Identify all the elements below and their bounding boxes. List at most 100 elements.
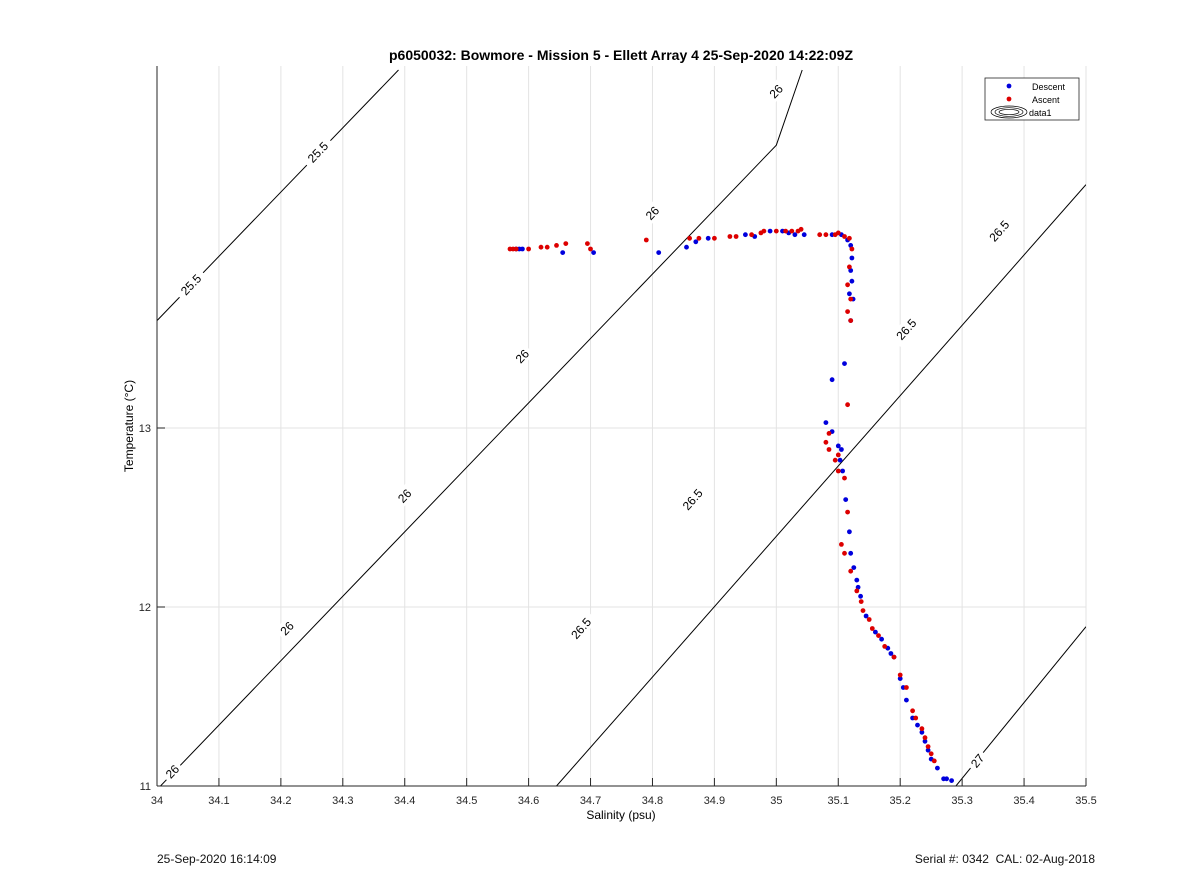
descent-point — [705, 235, 711, 241]
ascent-point — [842, 475, 847, 481]
ascent-point — [869, 626, 875, 631]
descent-point — [848, 550, 854, 556]
footer-timestamp: 25-Sep-2020 16:14:09 — [157, 852, 277, 866]
ascent-point — [897, 672, 903, 678]
legend-contour-icon — [998, 108, 1020, 116]
ascent-point — [554, 243, 559, 248]
ascent-point — [733, 234, 739, 239]
contour-label-26: 26 — [274, 615, 300, 641]
descent-point — [919, 729, 925, 735]
legend-contour-icon — [990, 105, 1028, 119]
contour-label-25-5: 25.5 — [173, 267, 208, 302]
ascent-point — [526, 246, 531, 252]
ascent-point — [876, 633, 881, 638]
contour-label-27: 27 — [965, 748, 990, 774]
legend-item-data1: data1 — [990, 105, 1052, 119]
descent-point — [848, 268, 854, 273]
contour-label-26-5: 26.5 — [563, 610, 598, 646]
ascent-point — [826, 447, 832, 452]
x-tick-label: 34.4 — [394, 795, 415, 807]
ascent-point — [848, 568, 854, 574]
ascent-point — [845, 309, 850, 314]
ascent-point — [783, 228, 788, 234]
ascent-point — [823, 439, 829, 445]
descent-point — [842, 361, 847, 366]
x-tick-label: 34.8 — [642, 795, 663, 807]
legend-item-ascent: Ascent — [1006, 95, 1060, 105]
ascent-point — [687, 235, 692, 241]
ascent-point — [513, 246, 519, 252]
ascent-point — [817, 232, 823, 238]
descent-point — [925, 747, 931, 753]
ascent-point — [538, 244, 544, 250]
descent-point — [835, 443, 841, 449]
contour-label-26-5: 26.5 — [675, 481, 710, 517]
descent-point — [873, 629, 878, 635]
x-tick-label: 34.6 — [518, 795, 539, 807]
ascent-point — [849, 246, 855, 252]
descent-point — [767, 228, 773, 234]
x-tick-label: 35.2 — [889, 795, 910, 807]
ascent-point — [832, 457, 838, 463]
x-axis-label: Salinity (psu) — [586, 808, 655, 822]
legend: Descent Ascent data1 — [984, 77, 1080, 121]
ascent-point — [922, 735, 928, 741]
contour-label-26-5: 26.5 — [889, 311, 923, 347]
grid-lines — [157, 66, 1087, 786]
ascent-point — [585, 241, 590, 247]
ascent-point — [931, 758, 937, 764]
descent-point — [879, 636, 884, 642]
ascent-point — [798, 226, 804, 232]
ascent-point — [842, 234, 847, 239]
descent-point — [847, 291, 852, 297]
contour-line-26-5 — [556, 184, 1086, 786]
axes: 34 34.1 34.2 34.3 34.4 34.5 34.6 34.7 34.8 34.9 35… — [139, 66, 1097, 807]
descent-point — [855, 584, 861, 590]
ascent-point — [913, 715, 919, 721]
ascent-point — [847, 235, 852, 241]
descent-point — [693, 239, 699, 245]
legend-label: Ascent — [1032, 95, 1060, 105]
legend-contour-icon — [994, 107, 1024, 117]
ascent-point — [842, 550, 847, 556]
ascent-point — [845, 509, 850, 515]
ascent-point — [761, 228, 767, 234]
ascent-point — [848, 318, 854, 323]
contour-label-25-5: 25.5 — [300, 134, 335, 170]
x-tick-label: 34.2 — [270, 795, 291, 807]
ascent-point — [891, 654, 897, 660]
ascent-point — [835, 468, 841, 474]
x-tick-label: 34.1 — [208, 795, 229, 807]
legend-marker — [1006, 96, 1012, 102]
contour-label-26-5: 26.5 — [982, 213, 1016, 249]
x-tick-label: 35.4 — [1013, 795, 1034, 807]
descent-point — [949, 778, 954, 783]
legend-box — [984, 77, 1080, 121]
descent-point — [743, 232, 748, 238]
descent-point — [560, 250, 566, 256]
descent-point — [888, 651, 894, 656]
descent-point — [935, 765, 940, 771]
descent-point — [858, 593, 863, 599]
ascent-point — [563, 241, 569, 247]
descent-point — [837, 457, 843, 463]
descent-point — [863, 613, 869, 619]
descent-point — [922, 738, 928, 744]
descent-point — [792, 232, 798, 238]
descent-point — [591, 250, 596, 256]
ascent-point — [925, 744, 931, 749]
ascent-point — [749, 232, 754, 238]
ascent-point — [544, 244, 550, 250]
descent-point — [897, 676, 903, 681]
x-tick-label: 35.5 — [1075, 795, 1096, 807]
descent-point — [840, 468, 845, 474]
descent-point — [801, 232, 807, 238]
y-tick-label: 12 — [139, 602, 151, 614]
data-points — [507, 226, 954, 783]
descent-point — [839, 447, 844, 452]
contour-label-26: 26 — [159, 758, 185, 784]
descent-point — [854, 577, 860, 583]
x-tick-label: 34.9 — [704, 795, 725, 807]
ascent-point — [727, 234, 733, 239]
